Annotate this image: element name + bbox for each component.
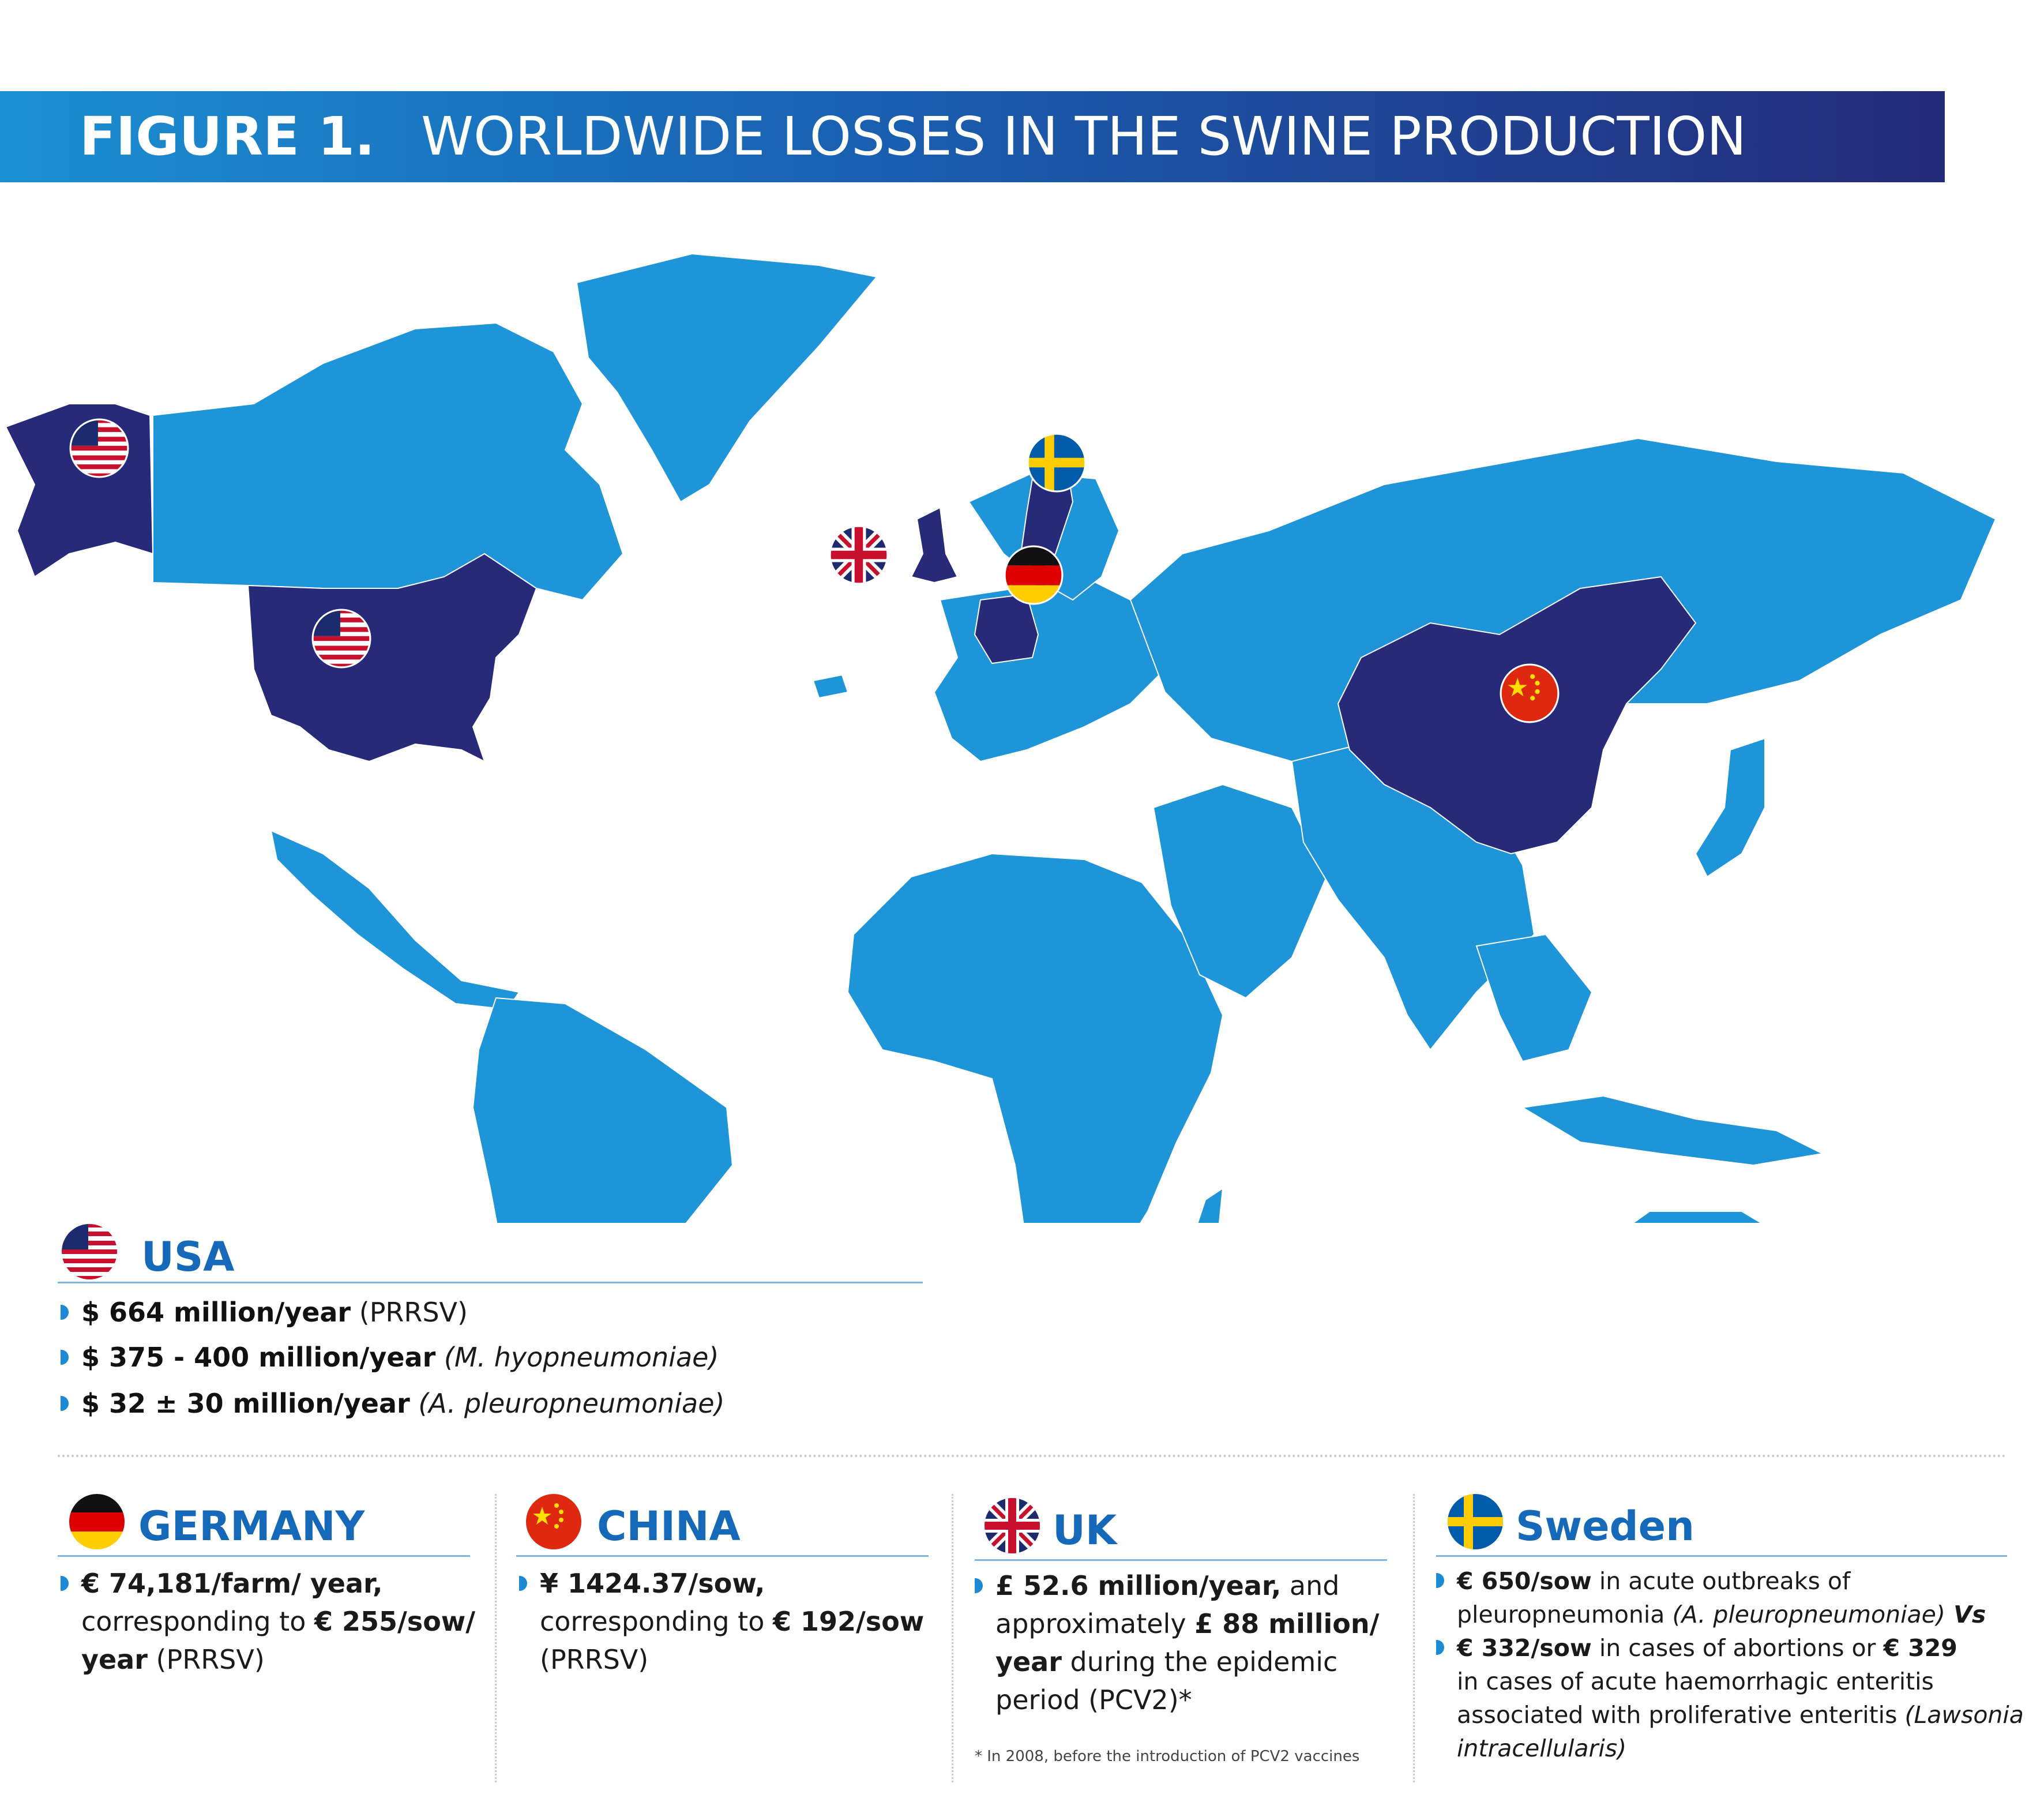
sweden-flag-icon xyxy=(1448,1494,1503,1549)
uk-text: £ 52.6 million/year, and approximately £… xyxy=(975,1567,1402,1719)
sweden-flag-icon xyxy=(1027,433,1087,493)
figure-banner: FIGURE 1. WORLDWIDE LOSSES IN THE SWINE P… xyxy=(0,91,1945,182)
world-map xyxy=(5,253,1997,1223)
bullet-icon xyxy=(519,1575,527,1591)
uk-flag-icon xyxy=(829,525,889,585)
south-america xyxy=(472,997,734,1223)
us-flag-icon xyxy=(69,418,129,478)
sweden-rule xyxy=(1436,1555,2007,1557)
africa xyxy=(847,853,1224,1223)
usa-highlight xyxy=(247,553,538,763)
bullet-icon xyxy=(61,1395,69,1411)
uk-title: UK xyxy=(1053,1507,1117,1554)
china-rule xyxy=(516,1555,929,1557)
column-separator xyxy=(495,1494,497,1782)
middle-east xyxy=(1152,783,1328,999)
china-flag-icon xyxy=(1500,663,1560,723)
bullet-icon xyxy=(61,1575,69,1591)
uk-highlight xyxy=(910,506,959,584)
us-flag-icon xyxy=(311,609,371,669)
uk-flag-icon xyxy=(985,1498,1040,1553)
us-flag-icon xyxy=(62,1224,117,1279)
madagascar xyxy=(1197,1187,1224,1223)
figure-title: WORLDWIDE LOSSES IN THE SWINE PRODUCTION xyxy=(420,106,1747,167)
bullet-icon xyxy=(975,1578,983,1593)
section-divider xyxy=(58,1455,2007,1457)
germany-title: GERMANY xyxy=(138,1503,365,1550)
uk-rule xyxy=(975,1559,1387,1561)
bullet-icon xyxy=(1436,1640,1444,1655)
mexico-central-america xyxy=(270,829,520,1011)
iceland xyxy=(812,674,849,699)
australia xyxy=(1632,1211,1763,1223)
china-title: CHINA xyxy=(597,1503,741,1550)
bullet-icon xyxy=(1436,1573,1444,1588)
figure-label: FIGURE 1. xyxy=(80,106,375,167)
uk-footnote: * In 2008, before the introduction of PC… xyxy=(975,1748,1360,1765)
germany-rule xyxy=(58,1555,470,1557)
sweden-text: € 650/sow in acute outbreaks of pleuropn… xyxy=(1436,1564,2030,1765)
usa-item-2: $ 375 - 400 million/year (M. hyopneumoni… xyxy=(61,1337,719,1377)
germany-text: € 74,181/farm/ year, corresponding to € … xyxy=(61,1564,487,1679)
canada xyxy=(152,322,624,601)
japan xyxy=(1694,737,1765,878)
bullet-icon xyxy=(61,1304,69,1320)
sweden-title: Sweden xyxy=(1516,1503,1694,1550)
indonesia xyxy=(1521,1095,1825,1166)
southeast-asia xyxy=(1475,933,1593,1063)
greenland xyxy=(576,253,878,503)
usa-title: USA xyxy=(141,1233,235,1281)
germany-flag-icon xyxy=(1004,545,1064,605)
china-flag-icon xyxy=(526,1494,581,1549)
usa-item-1: $ 664 million/year (PRRSV) xyxy=(61,1292,468,1332)
usa-rule xyxy=(58,1282,923,1283)
figure-heading: FIGURE 1. WORLDWIDE LOSSES IN THE SWINE P… xyxy=(80,91,1746,182)
china-text: ¥ 1424.37/sow, corresponding to € 192/so… xyxy=(519,1564,946,1679)
column-separator xyxy=(1413,1494,1415,1782)
column-separator xyxy=(952,1494,953,1782)
bullet-icon xyxy=(61,1349,69,1365)
usa-item-3: $ 32 ± 30 million/year (A. pleuropneumon… xyxy=(61,1383,724,1424)
germany-flag-icon xyxy=(69,1494,125,1549)
